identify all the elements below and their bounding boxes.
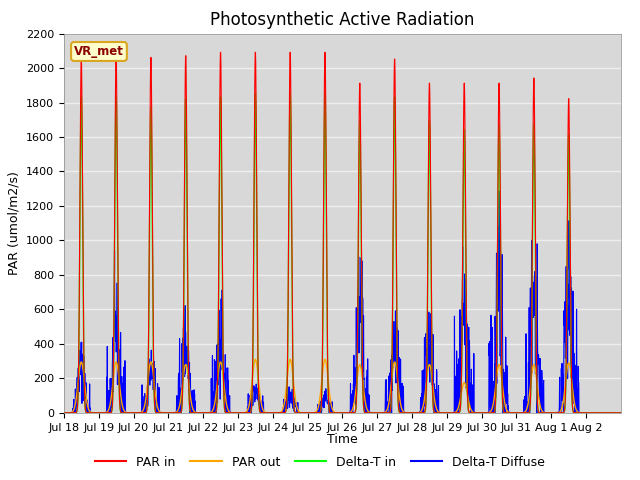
PAR in [542,410,550,416]
Y-axis label: PAR (umol/m2/s): PAR (umol/m2/s) [8,171,20,275]
Line: Delta-T Diffuse: Delta-T Diffuse [64,191,621,413]
Delta-T in [252,91,259,96]
PAR out [236,410,244,416]
Delta-T in [542,410,550,416]
PAR out [252,357,259,362]
X-axis label: Time: Time [327,432,358,445]
Delta-T in [60,410,68,416]
PAR out [376,410,384,416]
Delta-T in [609,410,617,416]
Title: Photosynthetic Active Radiation: Photosynthetic Active Radiation [210,11,475,29]
PAR in [60,410,68,416]
PAR in [236,410,244,416]
PAR out [510,410,518,416]
Delta-T in [376,410,384,416]
PAR out [542,410,550,416]
PAR out [60,410,68,416]
Line: PAR in: PAR in [64,52,621,413]
PAR out [617,410,625,416]
Text: VR_met: VR_met [74,45,124,58]
Line: Delta-T in: Delta-T in [64,94,621,413]
PAR in [216,49,224,55]
PAR out [582,410,590,416]
PAR in [609,410,617,416]
Delta-T in [116,399,124,405]
Delta-T Diffuse [116,365,124,371]
Legend: PAR in, PAR out, Delta-T in, Delta-T Diffuse: PAR in, PAR out, Delta-T in, Delta-T Dif… [90,451,550,474]
Line: PAR out: PAR out [64,360,621,413]
Delta-T Diffuse [236,410,244,416]
PAR in [116,398,124,404]
Delta-T Diffuse [617,410,625,416]
Delta-T Diffuse [609,410,617,416]
Delta-T Diffuse [60,410,68,416]
PAR in [510,410,518,416]
PAR out [609,410,617,416]
Delta-T in [236,410,244,416]
Delta-T Diffuse [511,410,518,416]
Delta-T in [617,410,625,416]
PAR in [617,410,625,416]
PAR in [582,410,590,416]
Delta-T in [510,410,518,416]
Delta-T Diffuse [495,188,503,194]
PAR in [376,410,384,416]
Delta-T Diffuse [68,410,76,416]
Delta-T in [582,410,590,416]
Delta-T Diffuse [376,410,384,416]
Delta-T Diffuse [542,410,550,416]
PAR out [116,382,124,388]
